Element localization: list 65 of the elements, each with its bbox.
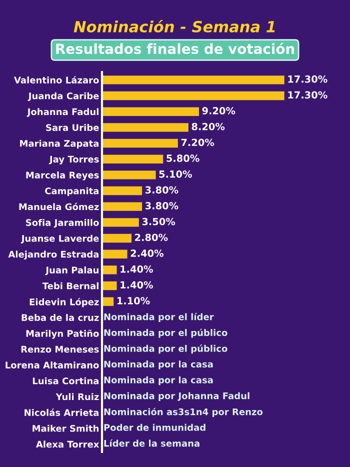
bar xyxy=(102,234,132,243)
y-tick-label: Eidevin López xyxy=(30,298,99,308)
y-tick-label: Valentino Lázaro xyxy=(14,76,99,84)
y-tick-label: Maiker Smith xyxy=(32,424,99,432)
y-tick-label: Marilyn Patiño xyxy=(26,330,99,339)
data-label: 5.80% xyxy=(166,154,200,162)
y-tick-label: Mariana Zapata xyxy=(20,140,99,149)
y-tick-label: Campanita xyxy=(45,187,99,196)
y-tick-label: Yuli Ruiz xyxy=(56,393,99,400)
annotation: Nominada por la casa xyxy=(104,376,213,386)
data-label: 3.80% xyxy=(145,186,178,194)
bar xyxy=(102,138,178,148)
data-label: 17.30% xyxy=(288,75,328,83)
annotation: Nominada por Johanna Fadul xyxy=(104,392,250,401)
bar xyxy=(102,281,117,290)
bar xyxy=(102,250,128,258)
y-tick-label: Lorena Altamirano xyxy=(6,361,99,368)
data-label: 2.40% xyxy=(130,250,164,257)
chart-subtitle: Resultados finales de votación xyxy=(56,42,294,54)
y-tick-label: Sara Uribe xyxy=(46,124,99,131)
annotation: Nominada por el público xyxy=(104,328,228,338)
bar xyxy=(102,202,142,211)
bar xyxy=(102,107,199,116)
y-tick-label: Alexa Torrex xyxy=(36,440,100,448)
y-tick-label: Johanna Fadul xyxy=(26,108,98,117)
y-tick-label: Alejandro Estrada xyxy=(8,250,99,260)
y-tick-label: Jay Torres xyxy=(48,156,99,164)
chart-title: Nominación - Semana 1 xyxy=(74,20,275,32)
data-label: 1.40% xyxy=(120,265,153,273)
bar xyxy=(102,218,139,227)
annotation: Nominada por el líder xyxy=(104,312,214,322)
data-label: 3.50% xyxy=(142,218,176,226)
y-tick-label: Marcela Reyes xyxy=(26,171,99,180)
data-label: 7.20% xyxy=(181,138,214,146)
annotation: Poder de inmunidad xyxy=(104,424,206,431)
y-tick-label: Juanse Laverde xyxy=(20,234,99,244)
y-tick-label: Tebi Bernal xyxy=(42,282,98,290)
bar xyxy=(102,76,284,84)
y-tick-label: Beba de la cruz xyxy=(22,314,99,321)
bar xyxy=(102,186,142,196)
y-tick-label: Juanda Caribe xyxy=(28,92,99,101)
bar xyxy=(102,266,117,274)
bar xyxy=(102,297,114,306)
annotation: Nominada por la casa xyxy=(104,360,213,370)
annotation: Líder de la semana xyxy=(104,439,200,447)
data-label: 8.20% xyxy=(192,122,225,130)
data-label: 5.10% xyxy=(159,170,192,178)
y-tick-label: Juan Palau xyxy=(45,266,98,276)
data-label: 17.30% xyxy=(288,91,328,99)
data-label: 3.80% xyxy=(145,202,178,210)
bar xyxy=(102,170,156,180)
y-tick-label: Nicolás Arrieta xyxy=(24,408,99,416)
annotation: Nominada por el público xyxy=(104,344,228,354)
bar xyxy=(102,154,164,164)
annotation: Nominación as3s1n4 por Renzo xyxy=(104,408,263,417)
data-label: 9.20% xyxy=(202,107,236,114)
y-tick-label: Sofia Jaramillo xyxy=(26,218,99,228)
y-tick-label: Renzo Meneses xyxy=(21,346,99,353)
y-tick-label: Luisa Cortina xyxy=(32,377,99,384)
data-label: 1.40% xyxy=(120,281,153,289)
data-label: 1.10% xyxy=(117,297,150,304)
data-label: 2.80% xyxy=(135,234,168,242)
bar xyxy=(102,91,284,100)
y-tick-label: Manuela Gómez xyxy=(19,202,99,210)
bar xyxy=(102,123,188,132)
